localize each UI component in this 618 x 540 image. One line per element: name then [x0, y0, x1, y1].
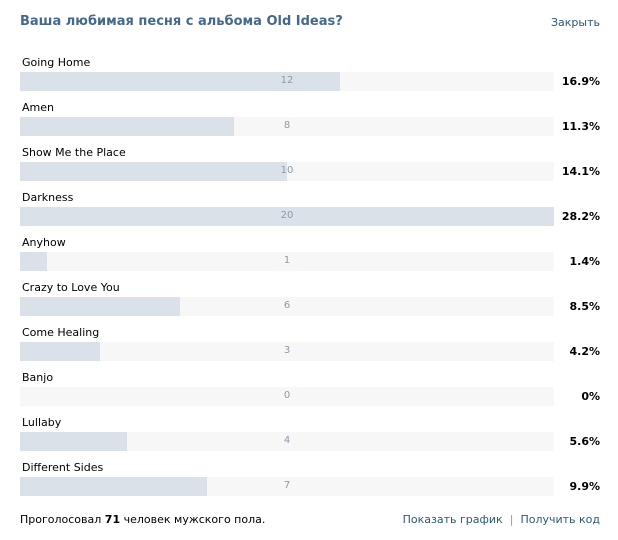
poll-percent: 9.9% — [569, 480, 600, 493]
poll-percent: 8.5% — [569, 300, 600, 313]
poll-bar-track: 6 — [20, 297, 554, 316]
poll-option[interactable]: Anyhow 1 1.4% — [20, 236, 600, 281]
poll-bar-fill — [20, 117, 234, 136]
poll-option[interactable]: Crazy to Love You 6 8.5% — [20, 281, 600, 326]
poll-header: Ваша любимая песня с альбома Old Ideas? … — [20, 14, 600, 34]
poll-bar-fill — [20, 342, 100, 361]
poll-percent: 16.9% — [561, 75, 600, 88]
poll-vote-count: 7 — [283, 480, 291, 491]
get-code-link[interactable]: Получить код — [520, 513, 600, 526]
poll-bar-fill — [20, 297, 180, 316]
poll-option-label: Different Sides — [22, 461, 104, 474]
poll-option[interactable]: Going Home 12 16.9% — [20, 56, 600, 101]
poll-bar-track: 0 — [20, 387, 554, 406]
poll-percent: 14.1% — [561, 165, 600, 178]
poll-option-label: Going Home — [22, 56, 91, 69]
poll-bar-fill — [20, 72, 340, 91]
poll-percent: 5.6% — [569, 435, 600, 448]
poll-vote-count: 12 — [280, 75, 294, 86]
poll-bar-fill — [20, 162, 287, 181]
vote-total: 71 — [104, 513, 121, 526]
poll-bar-track: 12 — [20, 72, 554, 91]
poll-option-label: Come Healing — [22, 326, 100, 339]
poll-bar-track: 4 — [20, 432, 554, 451]
vote-summary: Проголосовал 71 человек мужского пола. — [20, 513, 265, 526]
poll-vote-count: 8 — [283, 120, 291, 131]
poll-bar-track: 1 — [20, 252, 554, 271]
poll-bar-fill — [20, 252, 47, 271]
poll-option[interactable]: Different Sides 7 9.9% — [20, 461, 600, 506]
poll-percent: 0% — [581, 390, 600, 403]
poll-option-label: Darkness — [22, 191, 74, 204]
poll-bar-fill — [20, 207, 554, 226]
poll-option-label: Show Me the Place — [22, 146, 126, 159]
poll-vote-count: 0 — [283, 390, 291, 401]
vote-summary-prefix: Проголосовал — [20, 513, 105, 526]
poll-vote-count: 20 — [280, 210, 294, 221]
close-link[interactable]: Закрыть — [551, 16, 600, 29]
poll-option-label: Amen — [22, 101, 54, 114]
poll-option[interactable]: Lullaby 4 5.6% — [20, 416, 600, 461]
poll-bar-track: 10 — [20, 162, 554, 181]
poll-footer: Проголосовал 71 человек мужского пола. П… — [20, 513, 600, 529]
poll-bar-track: 8 — [20, 117, 554, 136]
poll-option-label: Crazy to Love You — [22, 281, 120, 294]
footer-links: Показать график | Получить код — [403, 513, 600, 526]
poll-percent: 11.3% — [561, 120, 600, 133]
poll-vote-count: 3 — [283, 345, 291, 356]
links-separator: | — [509, 513, 514, 526]
poll-vote-count: 6 — [283, 300, 291, 311]
poll-option[interactable]: Banjo 0 0% — [20, 371, 600, 416]
poll-vote-count: 10 — [280, 165, 294, 176]
show-chart-link[interactable]: Показать график — [402, 513, 503, 526]
poll-option-label: Lullaby — [22, 416, 62, 429]
poll-option[interactable]: Show Me the Place 10 14.1% — [20, 146, 600, 191]
poll-vote-count: 4 — [283, 435, 291, 446]
vote-summary-suffix: человек мужского пола. — [120, 513, 266, 526]
poll-option[interactable]: Amen 8 11.3% — [20, 101, 600, 146]
poll-options: Going Home 12 16.9% Amen 8 11.3% Show Me the P… — [20, 56, 600, 506]
poll-option-label: Anyhow — [22, 236, 66, 249]
poll-title: Ваша любимая песня с альбома Old Ideas? — [20, 14, 343, 29]
poll-percent: 1.4% — [569, 255, 600, 268]
poll-vote-count: 1 — [283, 255, 291, 266]
poll-option-label: Banjo — [22, 371, 54, 384]
poll-bar-track: 20 — [20, 207, 554, 226]
poll-bar-fill — [20, 432, 127, 451]
poll-bar-fill — [20, 477, 207, 496]
poll-percent: 28.2% — [561, 210, 600, 223]
poll-option[interactable]: Come Healing 3 4.2% — [20, 326, 600, 371]
poll-bar-track: 3 — [20, 342, 554, 361]
poll-bar-track: 7 — [20, 477, 554, 496]
poll-percent: 4.2% — [569, 345, 600, 358]
poll-option[interactable]: Darkness 20 28.2% — [20, 191, 600, 236]
